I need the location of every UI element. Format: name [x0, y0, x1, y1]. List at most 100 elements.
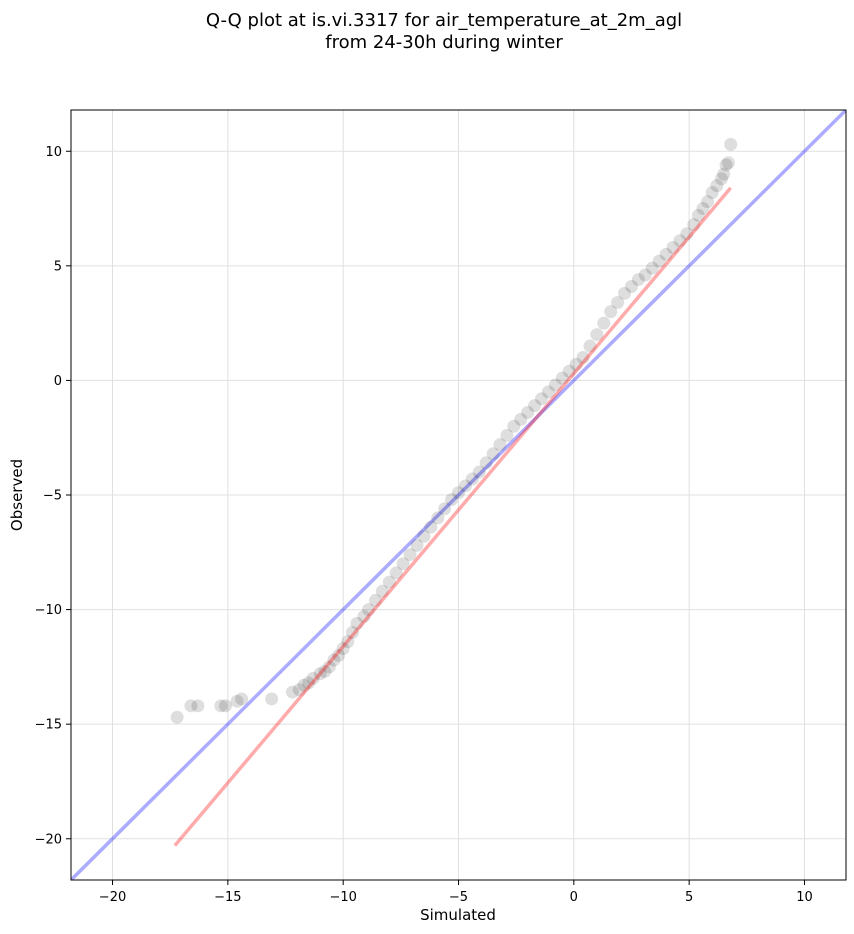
data-point [514, 412, 528, 426]
data-point [719, 158, 733, 172]
fit-line [173, 186, 733, 847]
data-point [219, 699, 233, 713]
y-tick-label: 0 [54, 374, 62, 389]
data-point [717, 167, 731, 181]
data-point [472, 465, 486, 479]
data-point [562, 364, 576, 378]
data-point [611, 296, 625, 309]
data-points [170, 137, 738, 724]
data-point [724, 137, 738, 151]
data-point [184, 699, 198, 713]
data-point [322, 660, 336, 674]
data-point [486, 447, 500, 461]
data-point [389, 566, 403, 580]
data-point [631, 273, 645, 287]
y-tick-label: −20 [35, 832, 62, 847]
data-point [590, 328, 604, 342]
data-point [528, 399, 542, 413]
y-axis-label: Observed [8, 459, 26, 531]
y-tick-label: 5 [54, 259, 62, 274]
data-point [332, 648, 346, 662]
data-point [306, 671, 320, 685]
data-point [548, 378, 562, 392]
data-point [431, 511, 445, 525]
x-tick-label: 10 [796, 890, 813, 905]
data-point [465, 472, 479, 486]
data-point [541, 385, 555, 399]
data-point [230, 694, 244, 708]
data-point [235, 692, 249, 706]
data-point [214, 699, 228, 713]
data-point [458, 479, 472, 493]
data-point [438, 502, 452, 516]
data-point [345, 626, 359, 639]
data-point [576, 351, 590, 364]
data-point [691, 208, 705, 222]
data-point [583, 339, 597, 353]
data-point [687, 218, 701, 232]
x-tick-label: 0 [570, 890, 578, 905]
data-point [302, 676, 316, 690]
data-point [327, 653, 341, 667]
data-point [368, 593, 382, 607]
chart-title-line-2: from 24-30h during winter [325, 32, 563, 53]
data-point [445, 493, 459, 507]
chart-title-line-1: Q-Q plot at is.vi.3317 for air_temperatu… [206, 10, 682, 31]
data-point [500, 428, 514, 442]
x-axis-ticks: −20 −15 −10 −5 0 5 10 [99, 880, 813, 905]
x-axis-label: Simulated [420, 906, 496, 924]
data-point [673, 234, 687, 248]
data-point [705, 186, 719, 199]
data-point [297, 678, 311, 692]
y-tick-label: 10 [45, 145, 62, 160]
data-point [285, 685, 299, 699]
data-point [710, 179, 724, 193]
data-point [666, 241, 680, 254]
data-point [714, 172, 728, 186]
data-point [357, 609, 371, 623]
data-point [535, 392, 549, 406]
data-point [569, 357, 583, 371]
x-tick-label: −10 [329, 890, 356, 905]
data-point [624, 279, 638, 293]
x-tick-label: 5 [685, 890, 693, 905]
data-point [555, 371, 569, 385]
plot-area [71, 110, 846, 880]
data-point [292, 683, 306, 697]
data-point [375, 584, 389, 598]
y-tick-label: −15 [35, 718, 62, 733]
data-point [191, 699, 205, 713]
reference-line [71, 110, 846, 880]
data-point [452, 486, 465, 500]
grid-lines [71, 110, 846, 880]
data-point [507, 419, 521, 433]
data-point [604, 305, 618, 319]
data-point [362, 603, 376, 617]
data-point [341, 635, 355, 649]
data-point [618, 286, 632, 300]
data-point [382, 575, 396, 589]
data-point [652, 254, 666, 268]
data-point [645, 261, 659, 275]
data-point [680, 227, 694, 241]
data-point [318, 664, 332, 678]
x-tick-label: −20 [99, 890, 126, 905]
y-axis-ticks: −20 −15 −10 −5 0 5 10 [35, 145, 71, 847]
data-point [638, 268, 652, 282]
data-point [479, 456, 493, 470]
data-point [424, 520, 438, 534]
y-tick-label: −5 [43, 489, 62, 504]
data-point [170, 710, 184, 724]
y-tick-label: −10 [35, 603, 62, 618]
data-point [521, 406, 535, 419]
data-point [403, 548, 417, 562]
data-point [265, 692, 279, 706]
data-point [336, 642, 350, 656]
x-tick-label: −5 [449, 890, 468, 905]
data-point [417, 529, 431, 543]
data-point [721, 156, 735, 170]
data-point [701, 195, 715, 209]
data-point [493, 438, 507, 452]
data-point [410, 538, 424, 552]
